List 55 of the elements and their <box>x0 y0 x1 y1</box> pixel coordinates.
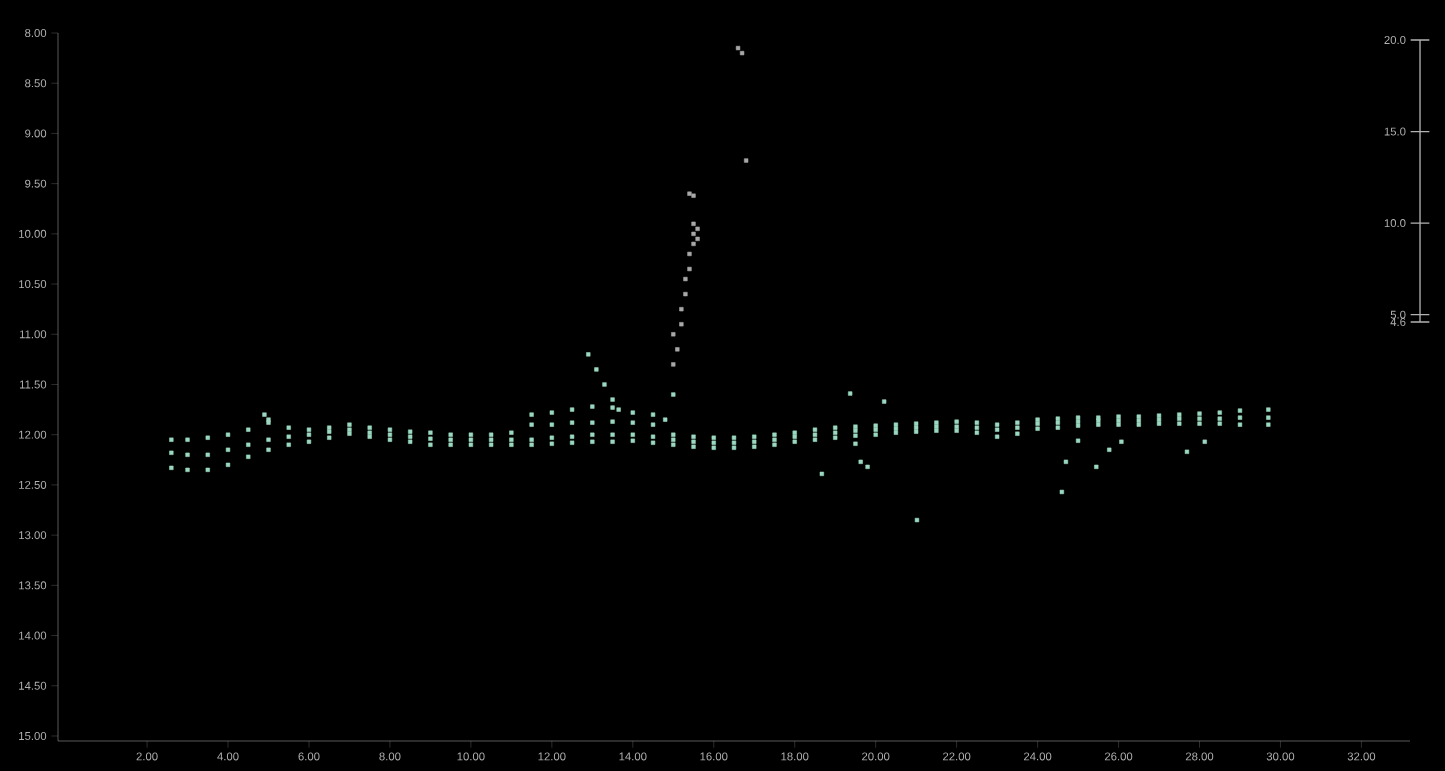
y-tick-label: 10.50 <box>19 280 47 289</box>
x-tick-label: 14.00 <box>619 752 647 761</box>
x-tick-label: 18.00 <box>781 752 809 761</box>
x-tick-label: 22.00 <box>943 752 971 761</box>
point <box>675 347 680 352</box>
x-tick-label: 32.00 <box>1347 752 1376 761</box>
y-tick-label: 11.50 <box>19 380 47 389</box>
y-tick-label: 9.50 <box>25 179 47 188</box>
y-tick-label: 9.00 <box>25 129 47 138</box>
point <box>744 158 749 163</box>
x-tick-label: 10.00 <box>457 752 485 761</box>
point <box>687 266 692 272</box>
x-tick-label: 26.00 <box>1104 752 1133 761</box>
y-tick-label: 8.00 <box>25 29 47 38</box>
y-tick-label: 13.50 <box>19 581 47 590</box>
x-tick-label: 2.00 <box>136 752 158 761</box>
point <box>735 45 741 51</box>
point <box>683 276 688 282</box>
x-tick-label: 12.00 <box>538 752 566 761</box>
point <box>687 191 692 196</box>
y-tick-label: 15.00 <box>19 731 47 740</box>
point <box>695 236 700 242</box>
point <box>671 362 676 367</box>
y2-tick-label: 20.0 <box>1384 35 1406 44</box>
x-tick-label: 4.00 <box>217 752 239 761</box>
y-tick-label: 14.50 <box>19 681 47 690</box>
point <box>695 226 700 231</box>
point <box>679 322 684 327</box>
point <box>691 231 696 236</box>
point <box>691 221 696 226</box>
x-tick-label: 24.00 <box>1023 752 1052 761</box>
x-tick-label: 8.00 <box>379 752 401 761</box>
point <box>691 241 696 247</box>
x-tick-label: 16.00 <box>700 752 728 761</box>
x-tick-label: 20.00 <box>862 752 890 761</box>
point <box>739 50 745 56</box>
point <box>683 291 688 297</box>
y-tick-label: 12.00 <box>19 430 47 439</box>
y-tick-label: 8.50 <box>25 79 47 88</box>
point <box>671 332 676 337</box>
y-tick-label: 10.00 <box>19 229 47 238</box>
y-tick-label: 11.00 <box>19 330 47 339</box>
y2-tick-label: 15.0 <box>1384 127 1406 136</box>
y2-tick-label: 10.0 <box>1384 219 1406 228</box>
point <box>691 193 696 198</box>
y2-tick-label: 4.6 <box>1390 317 1406 326</box>
y-tick-label: 14.00 <box>19 631 47 640</box>
point <box>687 251 692 257</box>
x-tick-label: 28.00 <box>1185 752 1214 761</box>
x-tick-label: 30.00 <box>1266 752 1295 761</box>
y-tick-label: 12.50 <box>19 480 47 489</box>
point <box>679 307 684 312</box>
y-tick-label: 13.00 <box>19 531 47 540</box>
x-tick-label: 6.00 <box>298 752 320 761</box>
y2-tick-label: 5.0 <box>1390 310 1406 319</box>
